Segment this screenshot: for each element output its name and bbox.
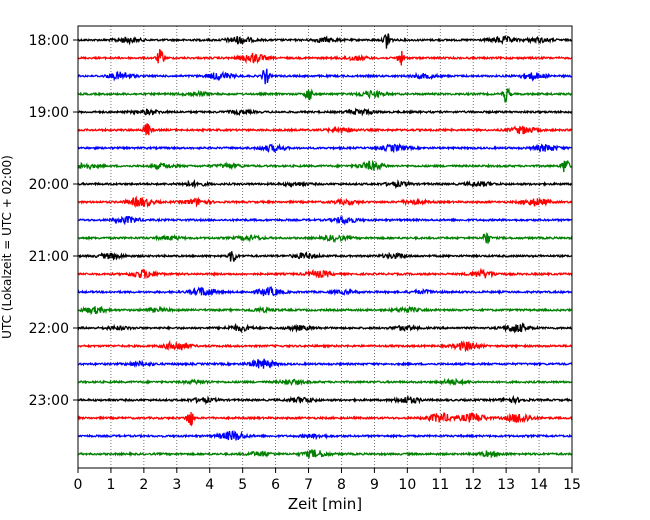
- x-tick-label: 4: [205, 477, 214, 493]
- trace-line-18:00: [77, 33, 573, 49]
- seismic-traces: [77, 33, 573, 459]
- trace-line-21:00: [77, 251, 573, 262]
- grid-lines: [110, 26, 540, 468]
- trace-line-23:00: [77, 394, 573, 406]
- x-tick-label: 7: [304, 477, 313, 493]
- trace-line-21:15: [77, 267, 573, 280]
- trace-line-19:30: [77, 142, 573, 154]
- trace-line-22:00: [77, 321, 573, 334]
- x-tick-label: 0: [74, 477, 83, 493]
- x-tick-label: 10: [398, 477, 416, 493]
- x-tick-label: 12: [464, 477, 482, 493]
- trace-line-22:15: [77, 339, 573, 353]
- trace-line-21:45: [77, 305, 573, 316]
- y-axis: 18:00 19:00 20:00 21:00 22:00 23:00: [29, 33, 78, 409]
- trace-line-23:15: [77, 411, 573, 427]
- x-tick-label: 15: [563, 477, 581, 493]
- trace-line-18:15: [77, 48, 573, 66]
- x-axis: 0 1 2 3 4 5 6 7 8 9 10 11 12 13 14 15: [74, 468, 581, 493]
- y-axis-title: UTC (Lokalzeit = UTC + 02:00): [0, 155, 14, 339]
- trace-line-19:45: [77, 159, 573, 173]
- trace-line-20:45: [77, 232, 573, 244]
- trace-line-23:30: [77, 430, 573, 441]
- x-tick-label: 5: [238, 477, 247, 493]
- y-tick-label: 18:00: [29, 33, 69, 49]
- trace-line-22:45: [77, 377, 573, 387]
- trace-line-18:30: [77, 68, 573, 85]
- x-tick-label: 11: [431, 477, 449, 493]
- trace-line-21:30: [77, 286, 573, 297]
- x-tick-label: 8: [337, 477, 346, 493]
- trace-line-20:00: [77, 178, 573, 190]
- x-tick-label: 1: [106, 477, 115, 493]
- trace-line-19:00: [77, 107, 573, 117]
- x-tick-label: 2: [139, 477, 148, 493]
- trace-line-20:30: [77, 215, 573, 226]
- x-axis-title: Zeit [min]: [288, 495, 362, 513]
- x-tick-label: 6: [271, 477, 280, 493]
- trace-line-20:15: [77, 195, 573, 209]
- trace-line-22:30: [77, 358, 573, 369]
- trace-line-23:45: [77, 448, 573, 459]
- trace-line-19:15: [77, 123, 573, 136]
- x-tick-label: 13: [497, 477, 515, 493]
- x-tick-label: 9: [370, 477, 379, 493]
- y-tick-label: 23:00: [29, 393, 69, 409]
- trace-line-18:45: [77, 87, 573, 103]
- plot-frame: [77, 25, 573, 469]
- x-tick-label: 3: [172, 477, 181, 493]
- y-tick-label: 21:00: [29, 249, 69, 265]
- x-tick-label: 14: [530, 477, 548, 493]
- y-tick-label: 22:00: [29, 321, 69, 337]
- y-tick-label: 19:00: [29, 105, 69, 121]
- y-tick-label: 20:00: [29, 177, 69, 193]
